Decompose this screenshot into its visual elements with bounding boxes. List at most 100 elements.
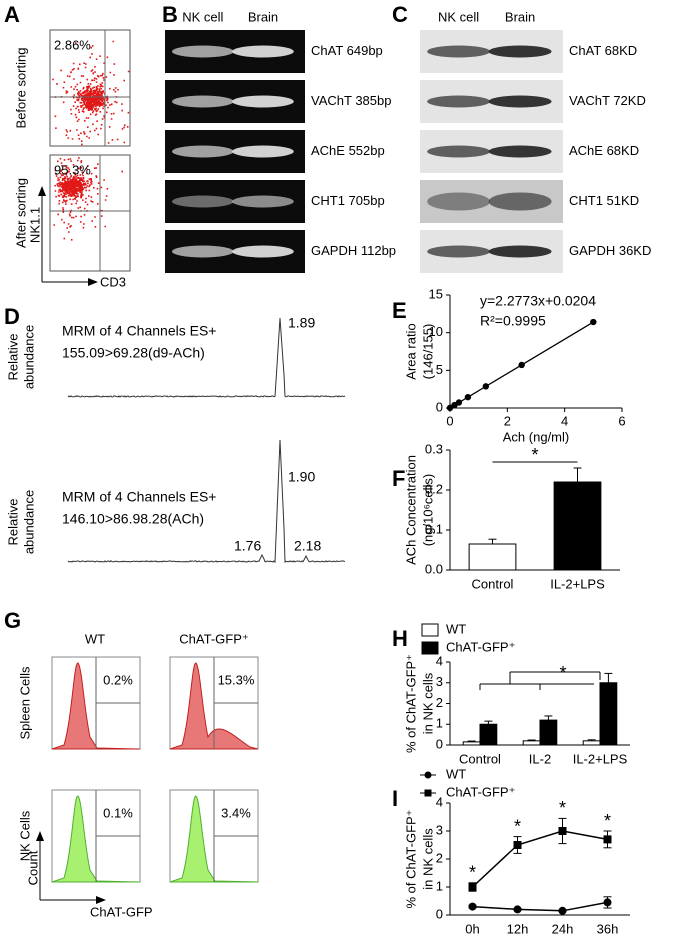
gate-percent: 95.3% — [54, 162, 91, 177]
peak-label: 2.18 — [294, 538, 321, 554]
band — [172, 145, 234, 158]
marker — [558, 906, 567, 915]
band-label: AChE 552bp — [311, 143, 385, 158]
band-label: VAChT 72KD — [569, 93, 646, 108]
significance: * — [559, 798, 566, 818]
band — [232, 95, 294, 108]
panel-label: B — [162, 2, 178, 27]
bar — [599, 682, 618, 746]
marker — [513, 905, 522, 914]
arrow-head — [38, 186, 46, 196]
legend-swatch — [421, 623, 439, 637]
x-tick-label: 0h — [465, 921, 479, 936]
x-tick-label: 6 — [618, 413, 625, 428]
band — [232, 245, 294, 258]
y-tick-label: 0 — [436, 399, 443, 414]
y-tick-label: 5 — [436, 362, 443, 377]
band — [427, 95, 491, 108]
y-tick-label: 0.0 — [425, 561, 443, 576]
point — [518, 361, 525, 369]
bar — [582, 740, 601, 746]
band — [427, 45, 491, 58]
y-tick-label: 0 — [436, 906, 443, 921]
band — [232, 145, 294, 158]
y-axis-label: Relative — [5, 499, 20, 546]
bar — [462, 741, 481, 746]
band — [232, 195, 294, 208]
gate-percent: 0.1% — [103, 805, 133, 820]
row-label: Spleen Cells — [17, 666, 32, 739]
y-axis-label: NK1.1 — [27, 207, 42, 243]
column-label: Brain — [248, 9, 278, 24]
gate-percent: 0.2% — [103, 672, 133, 687]
panel-label: D — [4, 304, 20, 329]
significance: * — [469, 863, 476, 883]
band-label: CHT1 705bp — [311, 193, 385, 208]
row-label: After sorting — [13, 178, 28, 248]
row-label: NK Cells — [17, 810, 32, 861]
marker — [603, 835, 612, 844]
band — [172, 195, 234, 208]
y-axis-label: Relative — [5, 334, 20, 381]
point — [590, 318, 597, 326]
x-tick-label: Control — [472, 576, 514, 591]
bar — [553, 481, 602, 571]
y-tick-label: 2 — [436, 850, 443, 865]
x-tick-label: IL-2+LPS — [573, 751, 628, 766]
point — [482, 383, 490, 390]
legend-label: WT — [446, 621, 466, 636]
bar — [522, 740, 541, 746]
x-axis-label: ChAT-GFP — [90, 904, 153, 919]
equation: y=2.2773x+0.0204 — [480, 293, 596, 309]
x-tick-label: 0 — [446, 413, 453, 428]
y-tick-label: 0.3 — [425, 441, 443, 456]
row-label: Before sorting — [13, 48, 28, 129]
gate-percent: 3.4% — [221, 805, 251, 820]
band — [427, 192, 491, 211]
panel-label: F — [392, 466, 405, 491]
y-axis-label: % of ChAT-GFP⁺ — [403, 809, 418, 908]
y-tick-label: 0.1 — [425, 521, 443, 536]
band — [488, 95, 552, 108]
trace-subtitle: 146.10>86.98.28(ACh) — [62, 511, 204, 527]
peak-label: 1.90 — [288, 469, 315, 485]
band — [488, 192, 552, 211]
band-label: CHT1 51KD — [569, 193, 639, 208]
arrow-head — [96, 896, 106, 904]
column-label: ChAT-GFP⁺ — [179, 631, 248, 646]
arrow-head — [88, 278, 98, 286]
y-tick-label: 0.2 — [425, 481, 443, 496]
y-axis-label: Count — [25, 850, 40, 885]
gate-percent: 2.86% — [54, 37, 91, 52]
band-label: GAPDH 36KD — [569, 243, 651, 258]
band — [488, 145, 552, 158]
flow-dots — [52, 40, 130, 146]
band-label: AChE 68KD — [569, 143, 639, 158]
y-tick-label: 0 — [436, 736, 443, 751]
y-tick-label: 15 — [429, 286, 443, 301]
band — [172, 95, 234, 108]
band-label: GAPDH 112bp — [311, 243, 396, 258]
series-line — [472, 901, 608, 912]
y-axis-label: abundance — [21, 325, 36, 389]
band-label: ChAT 68KD — [569, 43, 637, 58]
x-axis-label: CD3 — [100, 274, 126, 289]
y-tick-label: 10 — [429, 324, 443, 339]
band — [172, 45, 234, 58]
panel-label: H — [392, 626, 408, 651]
legend-label: ChAT-GFP⁺ — [446, 784, 515, 799]
bar — [539, 719, 558, 746]
x-tick-label: IL-2+LPS — [550, 576, 605, 591]
band-label: VAChT 385bp — [311, 93, 391, 108]
marker — [468, 883, 477, 891]
histogram — [169, 795, 259, 883]
marker — [558, 827, 567, 835]
chromatogram-trace — [67, 317, 346, 398]
band — [232, 45, 294, 58]
band — [427, 245, 491, 258]
y-axis-label: abundance — [21, 490, 36, 554]
column-label: NK cell — [182, 9, 223, 24]
